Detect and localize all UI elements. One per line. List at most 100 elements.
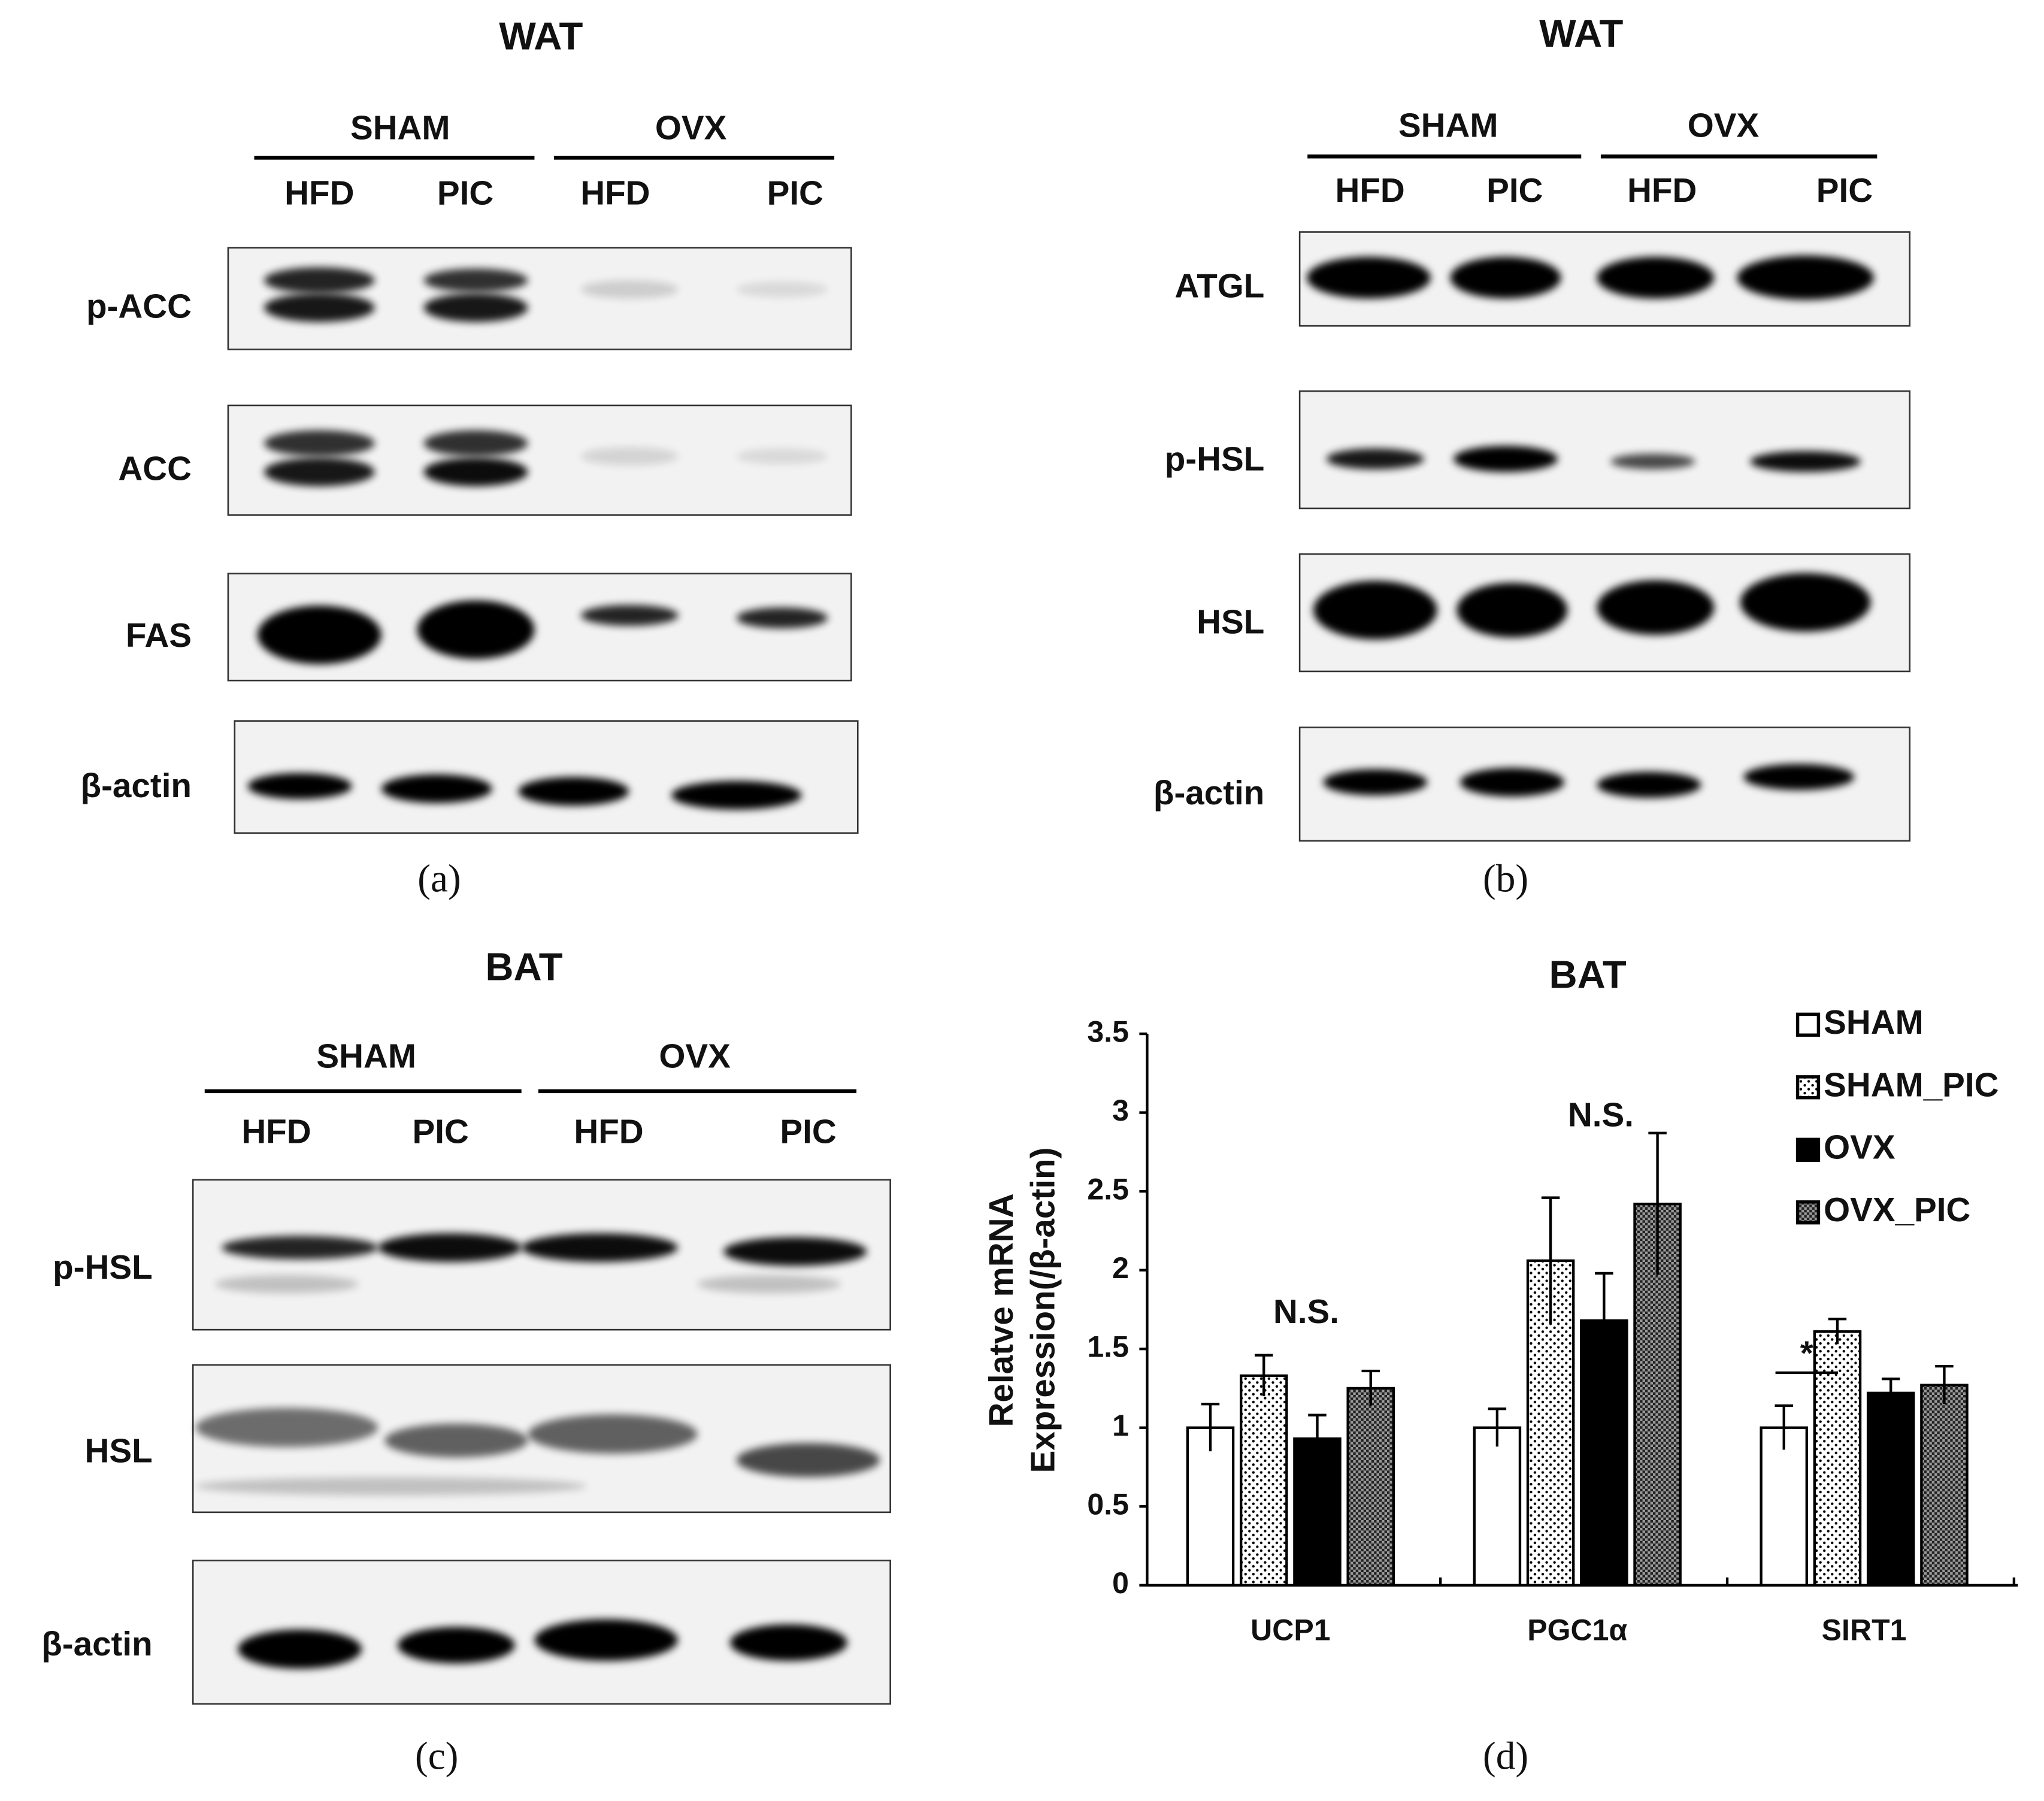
band: [671, 780, 802, 810]
band: [417, 600, 535, 659]
y-tick-label: 1: [1112, 1409, 1129, 1442]
band: [195, 1407, 378, 1448]
band: [378, 1233, 522, 1262]
lane-label: PIC: [780, 1113, 836, 1151]
bar: [1920, 1384, 1969, 1587]
lane-label: HFD: [574, 1113, 643, 1151]
panel-caption: (b): [1483, 858, 1528, 901]
band: [215, 1275, 359, 1294]
y-tick-label: 2: [1112, 1251, 1129, 1285]
band: [580, 447, 679, 466]
chart-title: BAT: [1549, 953, 1626, 997]
legend-label: OVX_PIC: [1824, 1191, 1970, 1228]
bar: [1239, 1374, 1288, 1587]
lane-label: HFD: [284, 174, 354, 211]
band: [423, 268, 528, 292]
band: [736, 607, 828, 629]
band: [723, 1237, 867, 1266]
row-label: p-HSL: [53, 1248, 153, 1286]
row-label: β-actin: [41, 1625, 152, 1663]
row-label: ACC: [118, 450, 192, 488]
band: [1313, 580, 1437, 640]
band: [534, 1619, 678, 1661]
band: [1459, 768, 1564, 797]
error-bar: [1488, 1407, 1507, 1447]
y-tick-label: 0: [1112, 1566, 1129, 1600]
bar: [1346, 1387, 1395, 1587]
band: [518, 777, 629, 806]
error-bar: [1828, 1318, 1847, 1345]
legend-swatch: [1795, 1137, 1821, 1162]
band: [1307, 256, 1431, 299]
band: [1326, 448, 1424, 470]
x-tick-label: PGC1α: [1527, 1613, 1627, 1646]
bar: [1473, 1426, 1522, 1587]
legend-label: SHAM_PIC: [1824, 1066, 1998, 1103]
y-tick-label: 0.5: [1087, 1487, 1129, 1521]
band: [736, 448, 828, 464]
legend-swatch: [1795, 1012, 1821, 1037]
y-tick-label: 2.5: [1087, 1172, 1129, 1206]
y-axis-label: Relatve mRNA: [982, 1194, 1020, 1427]
lane-label: PIC: [1816, 171, 1873, 209]
band: [1737, 255, 1874, 300]
band: [264, 293, 375, 322]
band: [381, 774, 492, 803]
bar: [1813, 1330, 1862, 1587]
band: [264, 430, 375, 456]
group-label: SHAM: [316, 1037, 416, 1074]
lane-label: HFD: [580, 174, 650, 211]
row-label: FAS: [126, 616, 192, 654]
error-bar: [1255, 1354, 1273, 1397]
band: [528, 1414, 698, 1454]
band: [264, 267, 375, 293]
band: [195, 1477, 587, 1496]
band: [580, 280, 679, 299]
lane-label: PIC: [413, 1113, 469, 1151]
band: [1610, 453, 1695, 470]
band: [1740, 573, 1871, 632]
error-bar: [1541, 1196, 1560, 1324]
x-tick-label: UCP1: [1250, 1613, 1331, 1646]
band: [697, 1275, 841, 1294]
blot: [234, 720, 859, 834]
annotation: N.S.: [1273, 1293, 1339, 1330]
y-tick-label: 1.5: [1087, 1330, 1129, 1363]
panel-caption: (c): [415, 1735, 458, 1778]
group-label: SHAM: [1398, 106, 1498, 144]
lane-label: HFD: [1627, 171, 1697, 209]
error-bar: [1308, 1413, 1327, 1463]
row-label: HSL: [1197, 603, 1264, 641]
band: [423, 430, 528, 456]
lane-label: PIC: [437, 174, 493, 211]
error-bar: [1935, 1364, 1954, 1405]
row-label: β-actin: [1153, 774, 1264, 812]
panel-caption: (a): [417, 858, 461, 901]
band: [1597, 580, 1715, 635]
row-label: HSL: [85, 1431, 153, 1469]
band: [384, 1423, 528, 1458]
band: [1597, 771, 1701, 798]
lane-label: PIC: [767, 174, 823, 211]
band: [729, 1624, 847, 1661]
band: [238, 1629, 362, 1669]
x-tick-label: SIRT1: [1822, 1613, 1907, 1646]
chart-caption: (d): [1483, 1735, 1528, 1778]
group-label: OVX: [659, 1037, 731, 1074]
row-label: p-HSL: [1165, 440, 1265, 477]
bar: [1186, 1426, 1235, 1587]
panel-title: BAT: [485, 945, 562, 989]
bar: [1293, 1437, 1342, 1587]
panel-title: WAT: [1539, 11, 1623, 55]
band: [1743, 764, 1855, 791]
group-label: OVX: [1688, 106, 1760, 144]
band: [1450, 256, 1561, 299]
band: [423, 457, 528, 486]
blot: [1298, 390, 1911, 510]
error-bar: [1361, 1369, 1380, 1406]
band: [257, 606, 381, 664]
legend-label: OVX: [1824, 1128, 1895, 1166]
bar: [1866, 1391, 1915, 1587]
band: [1453, 446, 1558, 472]
